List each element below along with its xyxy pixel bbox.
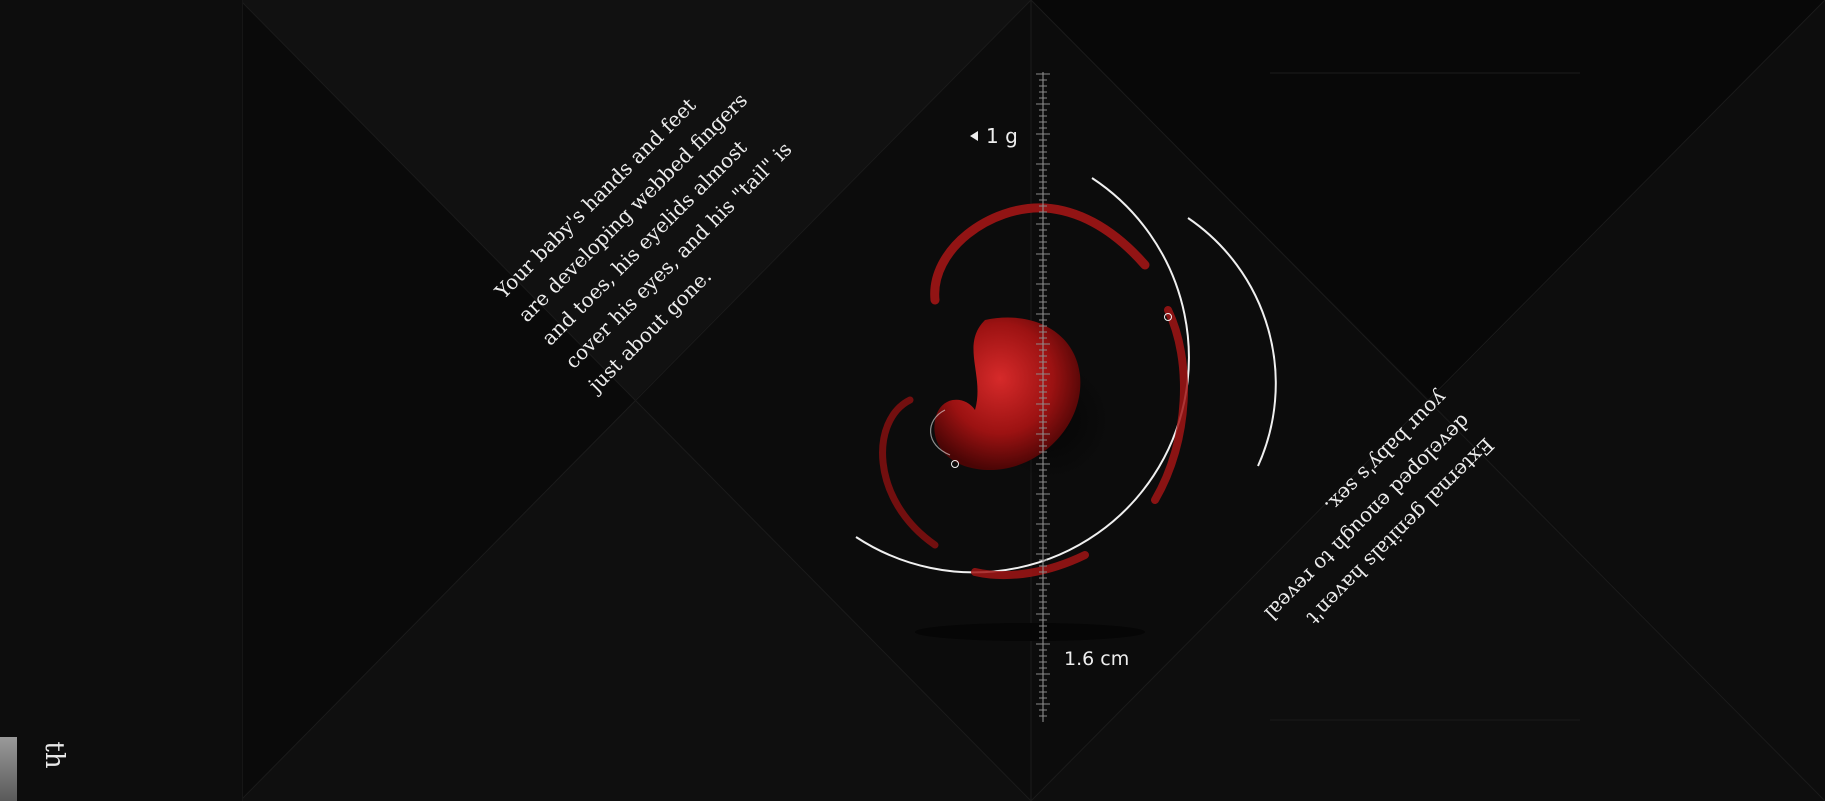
outer-ring (855, 177, 1190, 574)
weight-readout: 1 g (970, 124, 1018, 148)
left-arrow-icon (970, 131, 978, 141)
ground-shadow (915, 623, 1145, 641)
weight-value: 1 g (986, 124, 1018, 148)
amnion-arc-right (1151, 306, 1188, 504)
info-dot-icon[interactable] (1164, 313, 1172, 321)
scroll-indicator[interactable] (0, 737, 17, 801)
embryo-tail (930, 409, 951, 456)
info-dot-icon[interactable] (951, 460, 959, 468)
ruler-ticks (1036, 73, 1050, 717)
side-rail (0, 0, 243, 801)
outer-ring-accent (1187, 217, 1277, 467)
length-readout: 1.6 cm (1064, 648, 1130, 670)
amnion-arc-bottom (971, 551, 1089, 580)
amnion-arc-top (930, 203, 1150, 305)
amnion-arc-left (879, 396, 939, 549)
